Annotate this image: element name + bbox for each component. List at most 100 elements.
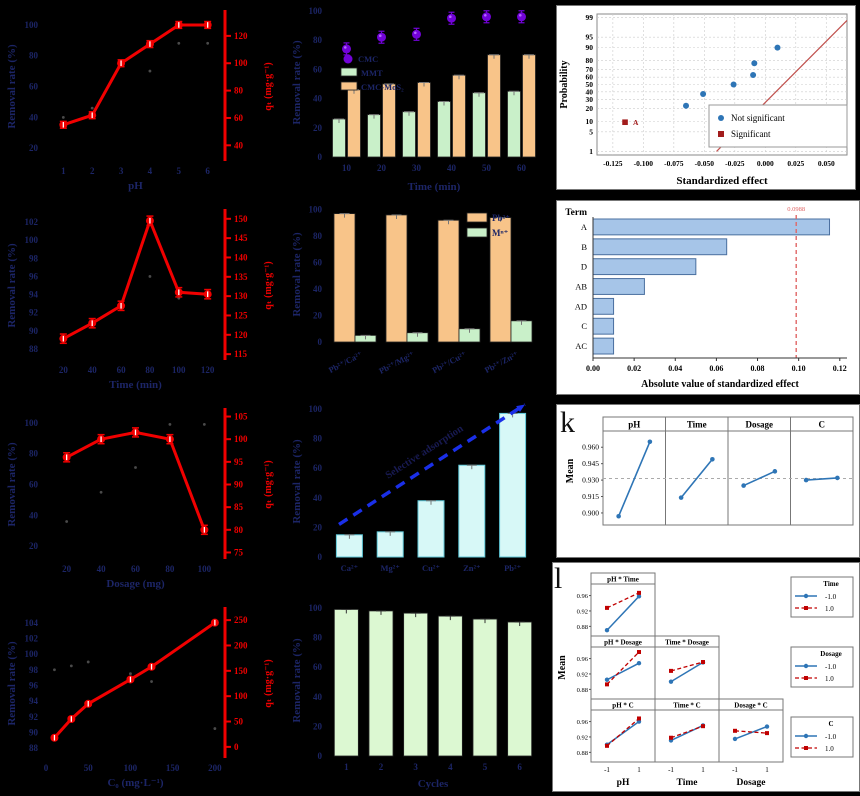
chart-ph-line: 20 40 60 80 100 Removal rate (%) 1 2 3 4 5 6 pH 40 60 8… <box>6 10 274 192</box>
svg-text:Pb²⁺/Cu²⁺: Pb²⁺/Cu²⁺ <box>430 349 468 375</box>
svg-text:B: B <box>581 242 587 252</box>
svg-text:20: 20 <box>377 163 387 173</box>
svg-text:-0.100: -0.100 <box>634 159 654 168</box>
svg-text:120: 120 <box>234 330 248 340</box>
svg-text:50: 50 <box>586 80 594 89</box>
svg-text:qₜ (mg·g⁻¹): qₜ (mg·g⁻¹) <box>263 460 274 508</box>
svg-text:Dosage (mg): Dosage (mg) <box>106 578 165 590</box>
svg-text:D: D <box>581 262 587 272</box>
svg-text:90: 90 <box>29 326 39 336</box>
svg-text:96: 96 <box>29 680 39 690</box>
svg-text:0.0988: 0.0988 <box>787 206 805 213</box>
svg-text:80: 80 <box>29 51 39 61</box>
svg-text:20: 20 <box>586 104 594 113</box>
svg-text:Pb²⁺: Pb²⁺ <box>492 213 510 223</box>
svg-text:30: 30 <box>586 95 594 104</box>
svg-text:100: 100 <box>25 235 39 245</box>
svg-text:150: 150 <box>166 763 180 773</box>
svg-text:100: 100 <box>25 418 39 428</box>
svg-text:60: 60 <box>313 64 323 74</box>
svg-text:Pb²⁺/Mg²⁺: Pb²⁺/Mg²⁺ <box>377 349 416 376</box>
svg-text:145: 145 <box>234 233 248 243</box>
svg-text:3: 3 <box>413 762 418 772</box>
svg-text:-1: -1 <box>668 766 674 774</box>
svg-text:140: 140 <box>234 252 248 262</box>
svg-text:60: 60 <box>313 258 323 268</box>
svg-text:A: A <box>633 118 639 127</box>
svg-text:88: 88 <box>29 743 39 753</box>
svg-text:20: 20 <box>29 541 39 551</box>
svg-text:Term: Term <box>565 208 587 218</box>
chart-ion-bars: 0 20 40 60 80 100 Removal rate (%) Pb²⁺/Ca²⁺ Pb²… <box>291 205 533 376</box>
svg-text:pH * Dosage: pH * Dosage <box>604 639 642 647</box>
svg-text:70: 70 <box>586 65 594 74</box>
svg-text:100: 100 <box>234 58 248 68</box>
svg-text:0.96: 0.96 <box>577 593 589 600</box>
svg-text:0.88: 0.88 <box>577 750 588 757</box>
svg-text:100: 100 <box>198 564 212 574</box>
svg-text:80: 80 <box>29 449 39 459</box>
svg-text:Absolute value of standardized: Absolute value of standardized effect <box>641 379 799 390</box>
svg-text:1: 1 <box>765 766 769 774</box>
svg-text:0.00: 0.00 <box>586 364 600 373</box>
svg-text:Removal rate (%): Removal rate (%) <box>291 40 303 125</box>
svg-text:5: 5 <box>589 127 593 136</box>
svg-text:40: 40 <box>29 112 39 122</box>
chart-c0-line: 88 90 92 94 96 98 100 102 104 Removal rate (%) 0 50… <box>6 607 274 789</box>
svg-text:125: 125 <box>234 310 248 320</box>
svg-text:0.92: 0.92 <box>577 734 588 741</box>
svg-text:0: 0 <box>318 552 323 562</box>
svg-text:0: 0 <box>44 763 49 773</box>
svg-text:Time: Time <box>677 778 698 788</box>
svg-text:60: 60 <box>313 463 323 473</box>
svg-text:100: 100 <box>234 434 248 444</box>
svg-text:-0.050: -0.050 <box>695 159 715 168</box>
svg-text:120: 120 <box>201 365 215 375</box>
svg-text:100: 100 <box>172 365 186 375</box>
svg-text:AC: AC <box>575 341 587 351</box>
chart-time-bars: 0 20 40 60 80 100 Removal rate (%) 10 20 30 40 50 60… <box>291 6 536 193</box>
svg-text:-0.025: -0.025 <box>725 159 745 168</box>
svg-text:Time (min): Time (min) <box>109 379 162 391</box>
svg-text:60: 60 <box>313 662 323 672</box>
svg-text:Dosage * C: Dosage * C <box>734 702 767 710</box>
svg-text:Time: Time <box>823 580 838 588</box>
svg-text:Time * C: Time * C <box>673 702 700 710</box>
svg-text:Removal rate (%): Removal rate (%) <box>6 442 18 527</box>
svg-text:1.0: 1.0 <box>825 745 834 753</box>
card-interaction: pH * Time pH * Dosage Time * Dosage pH * C T… <box>552 562 860 792</box>
svg-text:80: 80 <box>313 231 323 241</box>
svg-text:100: 100 <box>309 6 323 16</box>
svg-text:Significant: Significant <box>731 129 771 139</box>
svg-text:0.10: 0.10 <box>792 364 806 373</box>
svg-text:200: 200 <box>234 640 248 650</box>
svg-text:1: 1 <box>344 762 349 772</box>
svg-text:100: 100 <box>25 20 39 30</box>
svg-text:50: 50 <box>482 163 492 173</box>
svg-text:-0.125: -0.125 <box>603 159 623 168</box>
svg-text:80: 80 <box>234 86 244 96</box>
svg-text:4: 4 <box>148 166 153 176</box>
svg-text:80: 80 <box>313 434 323 444</box>
svg-text:100: 100 <box>309 603 323 613</box>
svg-text:pH * C: pH * C <box>612 702 633 710</box>
svg-text:92: 92 <box>29 712 39 722</box>
chart-cycle-bars: 0 20 40 60 80 100 Removal rate (%) 1 2 3 4 5 6 Cycles <box>291 603 533 790</box>
svg-text:0.92: 0.92 <box>577 608 588 615</box>
svg-text:Dosage: Dosage <box>820 650 841 658</box>
svg-text:150: 150 <box>234 214 248 224</box>
svg-text:-1.0: -1.0 <box>825 663 837 671</box>
svg-text:0: 0 <box>318 337 323 347</box>
svg-text:Probability: Probability <box>559 60 570 108</box>
svg-text:20: 20 <box>62 564 72 574</box>
svg-text:Mⁿ⁺: Mⁿ⁺ <box>492 228 509 238</box>
svg-text:-1.0: -1.0 <box>825 733 837 741</box>
svg-text:60: 60 <box>517 163 527 173</box>
svg-text:40: 40 <box>88 365 98 375</box>
svg-text:A: A <box>581 222 588 232</box>
svg-text:Dosage: Dosage <box>736 778 765 788</box>
svg-text:100: 100 <box>309 404 323 414</box>
svg-text:96: 96 <box>29 271 39 281</box>
svg-text:150: 150 <box>234 666 248 676</box>
svg-text:200: 200 <box>208 763 222 773</box>
